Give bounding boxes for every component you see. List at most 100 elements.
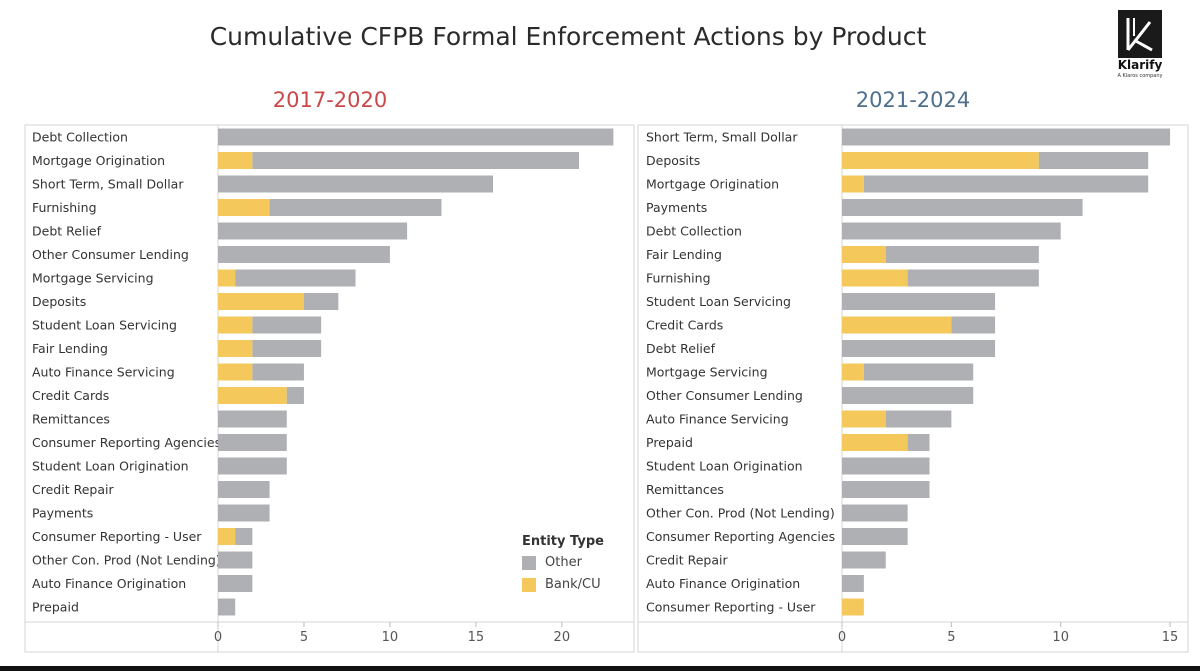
- bar-other: [842, 457, 930, 475]
- bar-other: [303, 293, 339, 310]
- category-label: Credit Repair: [646, 553, 728, 568]
- category-label: Deposits: [32, 294, 86, 309]
- bar-bank-cu: [218, 199, 270, 216]
- category-label: Short Term, Small Dollar: [32, 177, 184, 192]
- bar-other: [235, 528, 253, 545]
- chart-title: Cumulative CFPB Formal Enforcement Actio…: [209, 22, 927, 51]
- bar-other: [252, 152, 580, 169]
- category-label: Consumer Reporting Agencies: [32, 435, 221, 450]
- category-label: Prepaid: [32, 600, 79, 615]
- category-label: Auto Finance Servicing: [32, 365, 175, 380]
- bar-other: [951, 316, 996, 334]
- bar-other: [842, 481, 930, 498]
- legend-label-other: Other: [545, 555, 582, 570]
- bar-bank-cu: [842, 434, 908, 451]
- x-tick-label: 20: [554, 630, 571, 645]
- bar-other: [286, 387, 304, 404]
- category-label: Student Loan Origination: [646, 459, 803, 474]
- category-label: Furnishing: [646, 271, 711, 286]
- bar-other: [218, 457, 287, 475]
- bar-other: [269, 199, 442, 216]
- bar-bank-cu: [218, 293, 304, 310]
- bar-other: [863, 363, 974, 381]
- bar-bank-cu: [218, 363, 253, 381]
- category-label: Short Term, Small Dollar: [646, 130, 798, 145]
- bar-other: [218, 246, 390, 263]
- bar-bank-cu: [842, 410, 886, 428]
- category-label: Student Loan Servicing: [32, 318, 177, 333]
- category-label: Fair Lending: [646, 247, 722, 262]
- panel-frame: [24, 124, 635, 653]
- bar-other: [842, 222, 1061, 240]
- legend-label-bank: Bank/CU: [545, 577, 601, 592]
- category-label: Other Consumer Lending: [646, 388, 803, 403]
- bar-other: [842, 293, 996, 310]
- x-tick-label: 15: [468, 630, 485, 645]
- bar-other: [842, 575, 864, 592]
- bar-bank-cu: [218, 528, 236, 545]
- category-label: Payments: [646, 200, 707, 215]
- bar-other: [863, 175, 1149, 193]
- x-tick-label: 15: [1162, 630, 1179, 645]
- bar-other: [218, 434, 287, 451]
- chart-panel-0: Debt Collection Mortgage Origination Short…: [24, 124, 635, 653]
- category-label: Prepaid: [646, 435, 693, 450]
- klarify-k-icon: [1118, 10, 1162, 58]
- x-tick-label: 10: [382, 630, 399, 645]
- x-tick-label: 5: [947, 630, 955, 645]
- bar-other: [842, 128, 1171, 146]
- category-label: Debt Collection: [646, 224, 742, 239]
- category-label: Mortgage Servicing: [646, 365, 768, 380]
- category-label: Remittances: [32, 412, 110, 427]
- category-label: Auto Finance Servicing: [646, 412, 789, 427]
- bar-other: [907, 269, 1039, 287]
- category-label: Debt Relief: [646, 341, 716, 356]
- legend-item-bank: Bank/CU: [522, 577, 617, 592]
- legend-swatch-bank: [522, 577, 536, 592]
- bar-other: [218, 575, 253, 592]
- legend: Entity Type Other Bank/CU: [522, 534, 617, 599]
- category-label: Student Loan Servicing: [646, 294, 791, 309]
- category-label: Consumer Reporting - User: [646, 600, 816, 615]
- bar-other: [842, 340, 996, 357]
- category-label: Debt Collection: [32, 130, 128, 145]
- bar-bank-cu: [842, 246, 886, 263]
- logo-tagline: A Klaros company: [1117, 73, 1163, 79]
- bar-bank-cu: [218, 340, 253, 357]
- bar-bank-cu: [218, 316, 253, 334]
- bar-other: [842, 199, 1083, 216]
- bar-other: [218, 410, 287, 428]
- bar-other: [252, 316, 322, 334]
- bar-other: [218, 481, 270, 498]
- category-label: Deposits: [646, 153, 700, 168]
- bar-other: [218, 504, 270, 522]
- category-label: Consumer Reporting - User: [32, 529, 202, 544]
- category-label: Mortgage Servicing: [32, 271, 154, 286]
- bar-other: [842, 528, 908, 545]
- bar-other: [885, 246, 1039, 263]
- bar-other: [842, 387, 974, 404]
- bar-bank-cu: [842, 598, 864, 616]
- category-label: Other Con. Prod (Not Lending): [32, 553, 221, 568]
- bar-other: [885, 410, 952, 428]
- right-panel-title: 2021-2024: [855, 88, 971, 112]
- bar-bank-cu: [842, 269, 908, 287]
- category-label: Credit Repair: [32, 482, 114, 497]
- category-label: Furnishing: [32, 200, 97, 215]
- bar-bank-cu: [842, 316, 952, 334]
- category-label: Debt Relief: [32, 224, 102, 239]
- x-tick-label: 5: [300, 630, 308, 645]
- legend-swatch-other: [522, 555, 536, 570]
- category-label: Other Con. Prod (Not Lending): [646, 506, 835, 521]
- legend-item-other: Other: [522, 555, 617, 570]
- bar-other: [218, 222, 408, 240]
- bar-bank-cu: [218, 387, 287, 404]
- category-label: Consumer Reporting Agencies: [646, 529, 835, 544]
- category-label: Mortgage Origination: [32, 153, 165, 168]
- bar-other: [842, 504, 908, 522]
- category-label: Credit Cards: [32, 388, 109, 403]
- x-tick-label: 10: [1052, 630, 1069, 645]
- bar-other: [1038, 152, 1149, 169]
- bar-bank-cu: [218, 152, 253, 169]
